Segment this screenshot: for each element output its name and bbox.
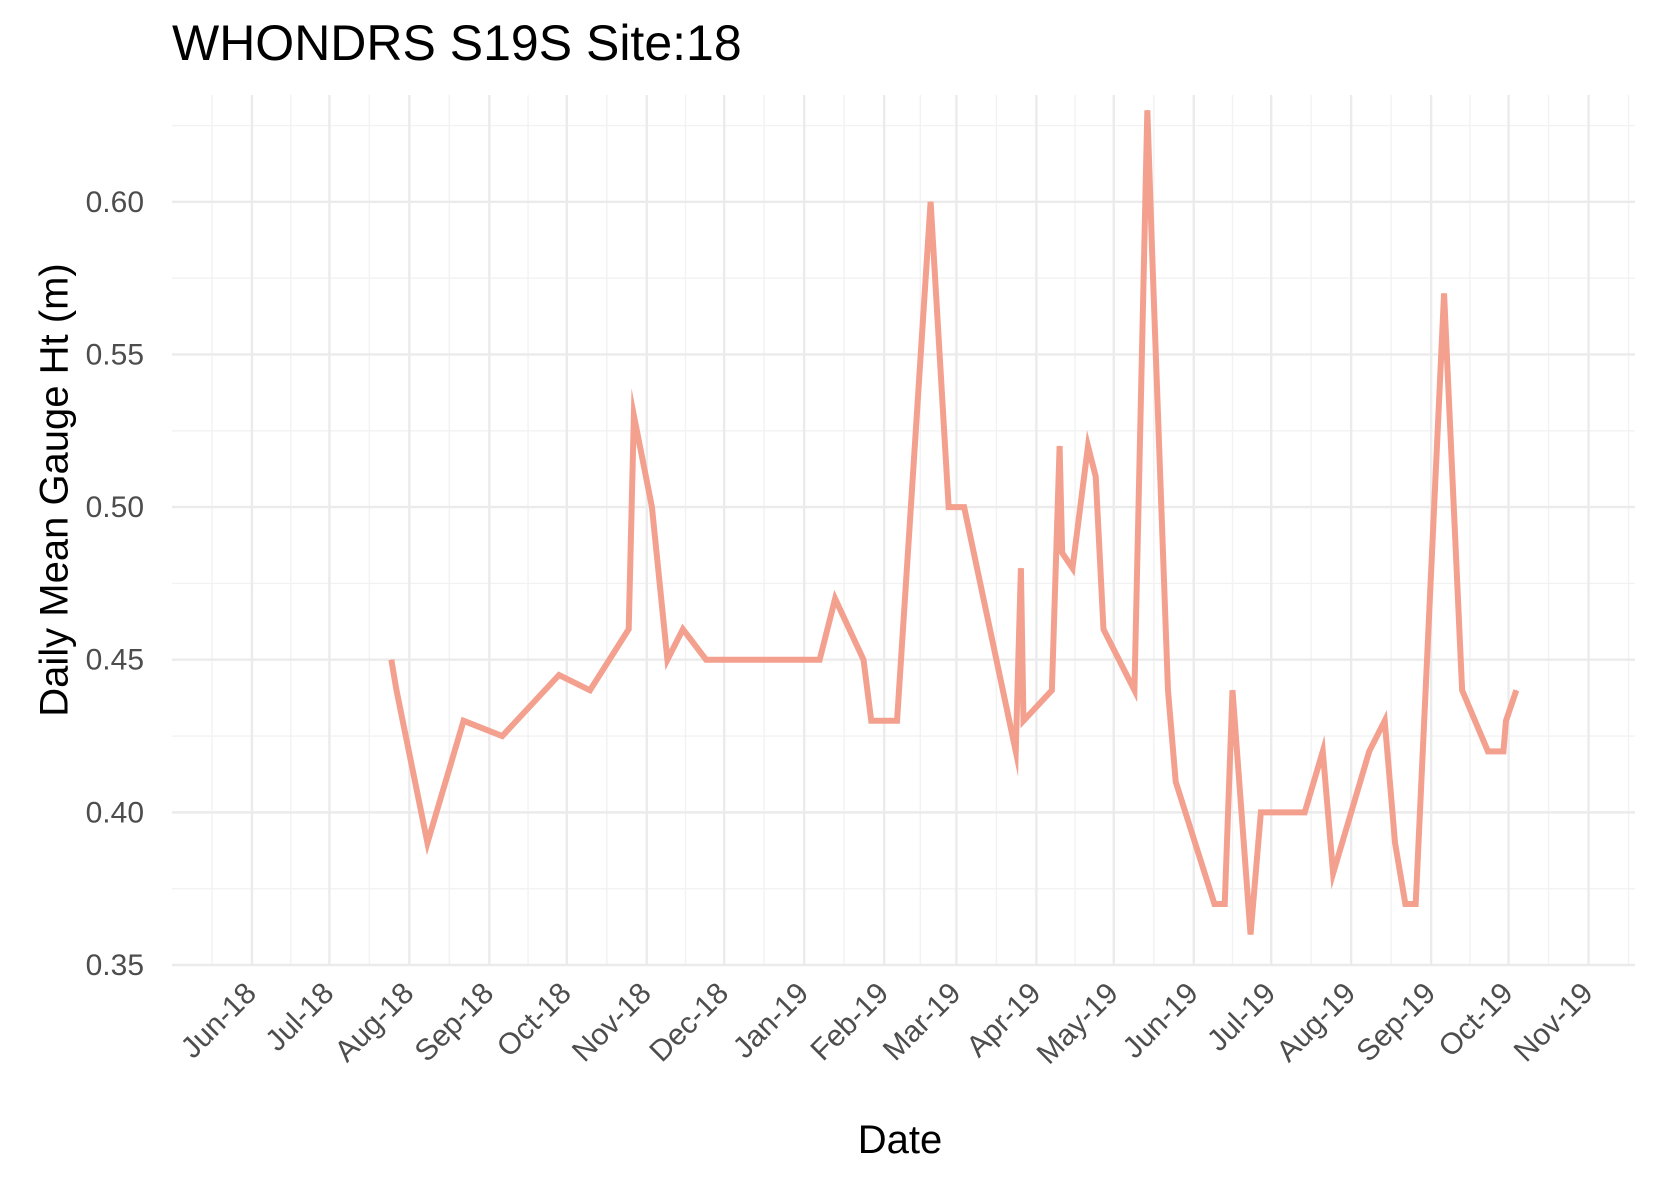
y-tick-label: 0.55 bbox=[86, 338, 144, 371]
x-tick-label: May-19 bbox=[1031, 977, 1125, 1071]
data-point bbox=[682, 628, 684, 630]
x-tick-label: Mar-19 bbox=[877, 977, 968, 1068]
data-point bbox=[1133, 689, 1135, 691]
data-point bbox=[1213, 903, 1215, 905]
data-point bbox=[1487, 750, 1489, 752]
data-point bbox=[1151, 262, 1153, 264]
x-axis-ticks: Jun-18Jul-18Aug-18Sep-18Oct-18Nov-18Dec-… bbox=[175, 977, 1600, 1071]
data-point bbox=[1175, 781, 1177, 783]
data-point bbox=[870, 720, 872, 722]
data-point bbox=[1015, 750, 1017, 752]
x-tick-label: Jan-19 bbox=[727, 977, 815, 1065]
data-point bbox=[1051, 689, 1053, 691]
data-point bbox=[1502, 750, 1504, 752]
data-point bbox=[834, 598, 836, 600]
data-point bbox=[1059, 445, 1061, 447]
data-point bbox=[1368, 750, 1370, 752]
data-point bbox=[1167, 689, 1169, 691]
x-tick-label: Dec-18 bbox=[643, 977, 735, 1069]
x-tick-label: Sep-18 bbox=[409, 977, 501, 1069]
data-point bbox=[1304, 811, 1306, 813]
data-point bbox=[1020, 567, 1022, 569]
data-point bbox=[1087, 445, 1089, 447]
x-tick-label: Oct-19 bbox=[1433, 977, 1520, 1064]
y-tick-label: 0.60 bbox=[86, 186, 144, 219]
y-tick-label: 0.40 bbox=[86, 796, 144, 829]
data-point bbox=[426, 842, 428, 844]
data-point bbox=[1224, 903, 1226, 905]
minor-gridlines bbox=[172, 95, 1635, 965]
data-point bbox=[1394, 842, 1396, 844]
data-point bbox=[628, 628, 630, 630]
x-tick-label: Aug-18 bbox=[329, 977, 421, 1069]
major-gridlines bbox=[172, 95, 1635, 967]
data-point bbox=[819, 659, 821, 661]
data-point bbox=[501, 735, 503, 737]
x-tick-label: Jun-19 bbox=[1117, 977, 1205, 1065]
data-point bbox=[1231, 689, 1233, 691]
data-point bbox=[1322, 750, 1324, 752]
data-point bbox=[1404, 903, 1406, 905]
y-axis-ticks: 0.35 0.40 0.45 0.50 0.55 0.60 bbox=[86, 186, 144, 982]
y-tick-label: 0.45 bbox=[86, 644, 144, 677]
data-point bbox=[705, 659, 707, 661]
chart-title: WHONDRS S19S Site:18 bbox=[172, 15, 742, 71]
data-point bbox=[1072, 567, 1074, 569]
x-tick-label: Jun-18 bbox=[175, 977, 263, 1065]
y-tick-label: 0.50 bbox=[86, 491, 144, 524]
data-point bbox=[1022, 720, 1024, 722]
data-point bbox=[1061, 552, 1063, 554]
data-point bbox=[963, 506, 965, 508]
data-point bbox=[948, 506, 950, 508]
data-point bbox=[1250, 933, 1252, 935]
data-point bbox=[463, 720, 465, 722]
data-point bbox=[390, 659, 392, 661]
x-tick-label: Feb-19 bbox=[805, 977, 896, 1068]
data-point bbox=[558, 674, 560, 676]
x-tick-label: Nov-19 bbox=[1508, 977, 1600, 1069]
x-tick-label: Sep-19 bbox=[1350, 977, 1442, 1069]
data-point bbox=[1095, 476, 1097, 478]
data-point bbox=[1102, 628, 1104, 630]
series-group bbox=[388, 109, 1520, 935]
data-point bbox=[395, 689, 397, 691]
data-point bbox=[896, 720, 898, 722]
data-point bbox=[1415, 903, 1417, 905]
data-point bbox=[666, 659, 668, 661]
data-point bbox=[1461, 689, 1463, 691]
data-point bbox=[930, 201, 932, 203]
data-point bbox=[1384, 720, 1386, 722]
data-point bbox=[1332, 872, 1334, 874]
data-point bbox=[589, 689, 591, 691]
x-tick-label: Nov-18 bbox=[566, 977, 658, 1069]
data-point bbox=[1146, 109, 1148, 111]
x-tick-label: Oct-18 bbox=[491, 977, 578, 1064]
series-line bbox=[388, 110, 1520, 935]
x-tick-label: Aug-19 bbox=[1270, 977, 1362, 1069]
data-point bbox=[1260, 811, 1262, 813]
x-axis-label: Date bbox=[857, 1118, 943, 1162]
data-point bbox=[863, 659, 865, 661]
data-point bbox=[1515, 689, 1517, 691]
y-tick-label: 0.35 bbox=[86, 949, 144, 982]
y-axis-label: Daily Mean Gauge Ht (m) bbox=[32, 263, 77, 717]
data-point bbox=[1505, 720, 1507, 722]
data-point bbox=[633, 415, 635, 417]
data-point bbox=[651, 506, 653, 508]
data-point bbox=[1443, 292, 1445, 294]
